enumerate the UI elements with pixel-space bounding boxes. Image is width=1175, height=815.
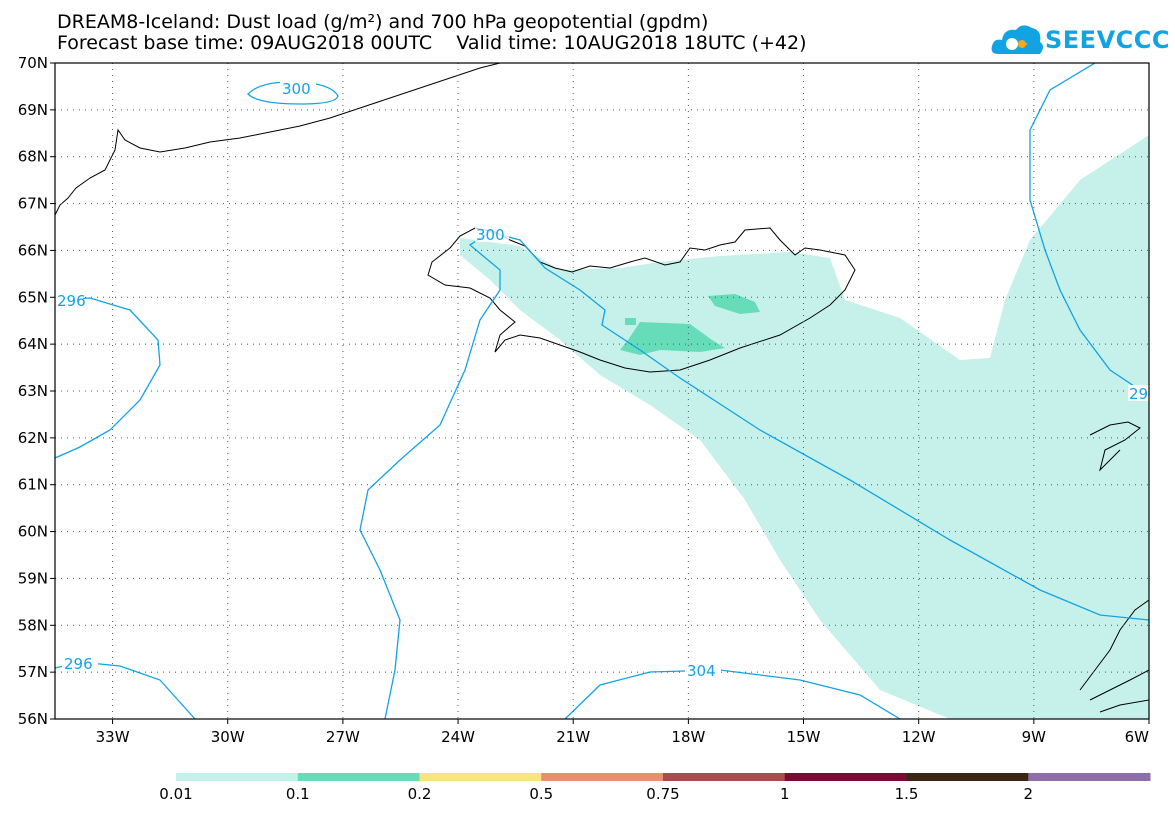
longitude-label: 27W	[326, 728, 360, 746]
latitude-label: 59N	[18, 569, 48, 587]
colorbar-label: 0.1	[286, 785, 310, 803]
dust-patch-medium	[708, 294, 760, 314]
colorbar-label: 0.75	[646, 785, 679, 803]
greenland-coastline	[55, 63, 501, 216]
latitude-label: 68N	[18, 148, 48, 166]
contour-label: 296	[64, 655, 93, 673]
colorbar-label: 0.5	[529, 785, 553, 803]
contour-labels: 300 300 296 296 29 304	[55, 80, 1149, 680]
colorbar-swatch	[906, 773, 1029, 781]
colorbar-swatch	[419, 773, 542, 781]
graticule	[55, 63, 1149, 719]
latitude-label: 56N	[18, 710, 48, 728]
contour-label: 296	[57, 292, 86, 310]
longitude-label: 15W	[787, 728, 821, 746]
longitude-label: 9W	[1022, 728, 1047, 746]
colorbar-swatch	[663, 773, 786, 781]
latitude-label: 69N	[18, 101, 48, 119]
scotland-coastline	[1079, 599, 1149, 713]
longitude-label: 18W	[671, 728, 705, 746]
map-title: DREAM8-Iceland: Dust load (g/m²) and 700…	[57, 11, 709, 33]
faroe-coastline	[1089, 421, 1141, 472]
latitude-label: 63N	[18, 382, 48, 400]
colorbar-label: 1.5	[895, 785, 919, 803]
contour-label: 304	[687, 662, 716, 680]
contour-label: 300	[476, 226, 505, 244]
iceland-coastline	[427, 227, 856, 373]
latitude-label: 60N	[18, 523, 48, 541]
latitude-label: 62N	[18, 429, 48, 447]
colorbar-swatch	[784, 773, 907, 781]
contour-label: 300	[282, 80, 311, 98]
seevccc-logo: SEEVCCC	[990, 18, 1170, 62]
longitude-label: 24W	[441, 728, 475, 746]
dust-plume-light	[460, 135, 1149, 719]
longitude-label: 12W	[902, 728, 936, 746]
cloud-icon	[991, 25, 1043, 54]
contour-label: 29	[1129, 385, 1148, 403]
latitude-label: 67N	[18, 195, 48, 213]
longitude-label: 30W	[211, 728, 245, 746]
colorbar-swatch	[176, 773, 299, 781]
longitude-label: 33W	[96, 728, 130, 746]
longitude-axis: 33W 30W 27W 24W 21W 18W 15W 12W 9W 6W	[96, 719, 1150, 746]
latitude-label: 64N	[18, 335, 48, 353]
longitude-label: 21W	[556, 728, 590, 746]
latitude-axis: 70N 69N 68N 67N 66N 65N 64N 63N 62N 61N 60N 59N 58N 5…	[18, 54, 55, 728]
dust-patch-medium	[625, 318, 636, 325]
map-subtitle: Forecast base time: 09AUG2018 00UTC Vali…	[57, 32, 807, 54]
latitude-label: 57N	[18, 663, 48, 681]
longitude-label: 6W	[1125, 728, 1150, 746]
colorbar-swatch	[541, 773, 664, 781]
colorbar-label: 0.01	[159, 785, 192, 803]
latitude-label: 65N	[18, 288, 48, 306]
latitude-label: 70N	[18, 54, 48, 72]
colorbar-label: 1	[780, 785, 790, 803]
colorbar-swatch	[1028, 773, 1151, 781]
logo-text: SEEVCCC	[1045, 26, 1170, 54]
latitude-label: 66N	[18, 241, 48, 259]
colorbar-label: 2	[1023, 785, 1033, 803]
colorbar-label: 0.2	[408, 785, 432, 803]
latitude-label: 58N	[18, 616, 48, 634]
dust-patch-medium	[620, 322, 725, 355]
colorbar-swatch	[297, 773, 420, 781]
colorbar: 0.01 0.1 0.2 0.5 0.75 1 1.5 2	[159, 773, 1151, 803]
latitude-label: 61N	[18, 476, 48, 494]
